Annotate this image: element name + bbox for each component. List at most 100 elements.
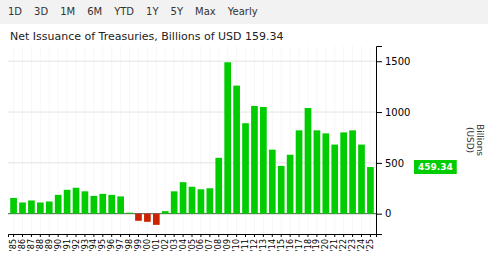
tick-label: '88 [36,239,45,251]
plot: '85'86'87'88'89'90'91'92'93'94'95'96'97'… [8,46,410,251]
tick-label: '16 [286,239,295,251]
tick-mark [218,234,219,237]
tick-mark [31,234,32,237]
tick-mark [343,234,344,237]
tick: '92 [72,234,81,251]
tick: '05 [188,234,197,251]
tick-label: '14 [268,239,277,251]
bar [144,214,151,222]
tick-label: '94 [89,239,98,251]
bar [108,195,115,214]
tick-mark [40,234,41,237]
tick-mark [76,234,77,237]
tick: '24 [357,234,366,251]
tick: 500 [376,158,404,169]
tick-label: '99 [134,239,143,251]
tick: '86 [18,234,27,251]
bar [73,188,80,214]
navbar-item: Yearly [227,6,258,17]
bar [162,211,169,214]
tick-mark [174,234,175,237]
bar [367,167,374,214]
navbar-item: 1D [8,6,22,17]
bar [322,133,329,213]
grid-line [165,46,166,234]
tick-label: '98 [125,239,134,251]
tick-mark [22,234,23,237]
tick-mark [376,112,382,113]
tick-mark [156,234,157,237]
tick: '19 [312,234,321,251]
tick: '98 [125,234,134,251]
tick-label: '25 [366,239,375,251]
tick-mark [102,234,103,237]
tick: '97 [116,234,125,251]
grid [8,46,376,234]
tick: '96 [107,234,116,251]
tick-label: '91 [63,239,72,251]
tick: '07 [205,234,214,251]
tick-label: '13 [259,239,268,251]
tick-mark [281,234,282,237]
tick-label: '10 [232,239,241,251]
annotation-text: 459.34 [418,162,453,172]
tick-label: '86 [18,239,27,251]
bar [269,150,276,214]
tick-label: '21 [330,239,339,251]
tick-mark [58,234,59,237]
tick-label: '20 [321,239,330,251]
tick-label: '04 [179,239,188,251]
tick: '10 [232,234,241,251]
grid-line [8,162,376,163]
tick-label: '11 [241,239,250,251]
tick-mark [376,61,382,62]
tick-mark [13,234,14,237]
tick: '20 [321,234,330,251]
bar [37,202,44,213]
navbar: 1D3D1M6MYTD1Y5YMaxYearly [0,0,488,24]
bar [340,132,347,213]
bar [251,106,258,214]
tick: '00 [143,234,152,251]
tick-mark [93,234,94,237]
tick-mark [209,234,210,237]
tick-mark [307,234,308,237]
tick: 1500 [376,56,410,67]
bar [296,130,303,213]
grid-line [8,112,376,113]
tick-mark [129,234,130,237]
tick-mark [290,234,291,237]
tick-label: '17 [295,239,304,251]
tick-label: '24 [357,239,366,251]
grid-line [8,61,376,62]
tick-mark [272,234,273,237]
grid-line [156,46,157,234]
tick-label: '08 [214,239,223,251]
bar [331,145,338,214]
tick: 0 [376,208,391,219]
tick: '22 [339,234,348,251]
bar [180,182,187,214]
navbar-item: Max [195,6,216,17]
tick-mark [227,234,228,237]
tick-label: '02 [161,239,170,251]
tick: '17 [295,234,304,251]
tick-label: '85 [9,239,18,251]
tick: '95 [98,234,107,251]
navbar-item: 1M [60,6,75,17]
tick-label: 0 [385,208,391,219]
tick-label: '90 [54,239,63,251]
tick-label: '97 [116,239,125,251]
tick-mark [183,234,184,237]
tick-label: '95 [98,239,107,251]
bar [126,213,133,214]
navbar-item: YTD [113,6,134,17]
tick-label: '23 [348,239,357,251]
tick-label: '07 [205,239,214,251]
bar [19,202,26,213]
grid-line [147,46,148,234]
tick-mark [84,234,85,237]
tick-label: '22 [339,239,348,251]
bar [153,214,160,225]
tick: '99 [134,234,143,251]
